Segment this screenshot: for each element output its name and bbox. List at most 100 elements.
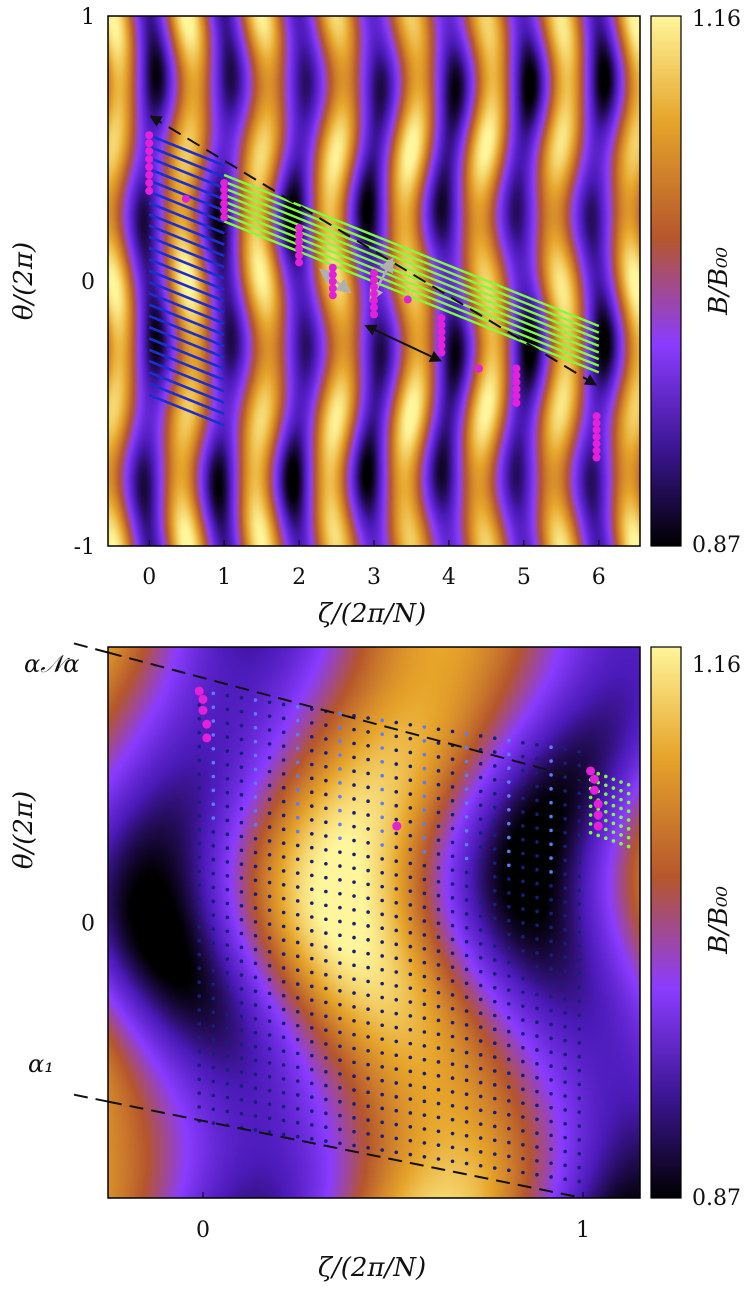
blue-grid-point <box>197 869 201 874</box>
blue-grid-point <box>450 1076 455 1080</box>
blue-grid-point <box>436 935 441 939</box>
blue-grid-point <box>492 861 497 865</box>
blue-grid-point <box>478 1150 483 1154</box>
blue-grid-point <box>394 1025 399 1030</box>
blue-grid-point <box>197 717 201 721</box>
blue-grid-point <box>478 900 483 905</box>
blue-grid-point <box>464 745 469 750</box>
blue-grid-point <box>352 769 356 774</box>
blue-grid-point <box>239 1028 244 1033</box>
bottom-magenta-points <box>194 686 603 831</box>
magenta-point <box>474 364 483 373</box>
blue-grid-point <box>408 1152 413 1157</box>
blue-grid-point <box>309 707 314 711</box>
blue-grid-point <box>436 741 441 745</box>
blue-grid-point <box>535 909 539 914</box>
blue-grid-point <box>507 780 511 784</box>
blue-grid-point <box>324 1111 328 1116</box>
blue-grid-point <box>478 734 483 738</box>
blue-grid-point <box>239 876 244 880</box>
blue-grid-point <box>577 1110 581 1114</box>
blue-grid-point <box>521 782 525 787</box>
blue-grid-point <box>366 938 370 942</box>
blue-grid-point <box>324 1014 328 1019</box>
blue-grid-point <box>281 827 286 832</box>
blue-grid-point <box>408 972 413 977</box>
blue-grid-point <box>492 902 497 907</box>
blue-grid-point <box>507 738 511 743</box>
blue-grid-point <box>535 951 539 955</box>
blue-grid-point <box>436 963 441 967</box>
blue-grid-point <box>352 1074 356 1079</box>
blue-grid-point <box>295 940 300 945</box>
blue-grid-point <box>352 783 356 787</box>
blue-grid-point <box>450 923 455 928</box>
blue-grid-point <box>521 1142 525 1147</box>
blue-grid-point <box>380 926 384 931</box>
green-grid-point <box>611 786 616 790</box>
blue-grid-point <box>408 930 413 935</box>
magenta-point <box>437 334 446 343</box>
blue-field-line <box>148 382 225 416</box>
blue-grid-point <box>450 771 455 775</box>
blue-grid-point <box>422 933 427 937</box>
blue-grid-point <box>478 872 483 877</box>
blue-grid-point <box>492 1138 497 1143</box>
blue-grid-point <box>535 978 539 983</box>
blue-grid-point <box>338 919 342 924</box>
blue-grid-point <box>450 1159 455 1164</box>
blue-grid-point <box>450 785 455 789</box>
blue-grid-point <box>408 1125 413 1129</box>
blue-grid-point <box>366 1132 370 1136</box>
blue-grid-point <box>324 1139 328 1143</box>
blue-grid-point <box>239 820 244 825</box>
blue-grid-point <box>577 1027 581 1031</box>
blue-grid-point <box>563 789 567 793</box>
blue-grid-point <box>267 1005 272 1010</box>
green-grid-point <box>619 789 623 793</box>
blue-grid-point <box>408 1014 413 1018</box>
blue-grid-point <box>281 841 286 845</box>
blue-grid-point <box>408 736 413 741</box>
blue-grid-point <box>225 887 230 892</box>
blue-grid-point <box>478 1136 483 1140</box>
blue-grid-point <box>408 1069 413 1074</box>
blue-grid-point <box>549 1036 553 1041</box>
blue-grid-point <box>478 914 483 919</box>
blue-grid-point <box>253 725 258 730</box>
blue-grid-point <box>281 1118 286 1123</box>
blue-grid-point <box>408 986 413 990</box>
blue-grid-point <box>464 953 469 958</box>
magenta-point <box>198 694 208 704</box>
magenta-point <box>295 251 304 260</box>
green-grid-point <box>596 833 600 838</box>
green-grid-point <box>604 809 608 814</box>
blue-grid-point <box>197 883 201 887</box>
blue-grid-point <box>380 1023 384 1028</box>
blue-grid-point <box>394 748 399 753</box>
bottom-heatmap <box>108 647 640 1198</box>
alpha-dashed-line-stub <box>73 1093 109 1103</box>
blue-grid-point <box>549 1008 553 1013</box>
blue-grid-point <box>577 805 581 809</box>
blue-grid-point <box>436 1157 441 1161</box>
blue-grid-point <box>408 750 413 755</box>
blue-grid-point <box>535 1159 539 1163</box>
blue-grid-point <box>464 773 469 778</box>
blue-grid-point <box>394 720 399 725</box>
blue-grid-point <box>478 1011 483 1016</box>
blue-grid-point <box>211 844 216 848</box>
blue-grid-point <box>338 767 342 771</box>
blue-grid-point <box>281 702 286 707</box>
blue-grid-point <box>253 698 258 702</box>
top-panel: 0 1 2 3 4 5 6 1 0 -1 ζ/(2π/N) θ/(2π) 1.16 0.87 B… <box>9 5 741 629</box>
blue-grid-point <box>521 1073 525 1078</box>
blue-grid-point <box>535 1048 539 1052</box>
blue-grid-point <box>507 1043 511 1048</box>
blue-grid-point <box>366 813 370 817</box>
blue-grid-point <box>197 994 201 998</box>
blue-grid-point <box>309 929 314 933</box>
blue-grid-point <box>197 938 201 943</box>
blue-grid-point <box>309 818 314 822</box>
